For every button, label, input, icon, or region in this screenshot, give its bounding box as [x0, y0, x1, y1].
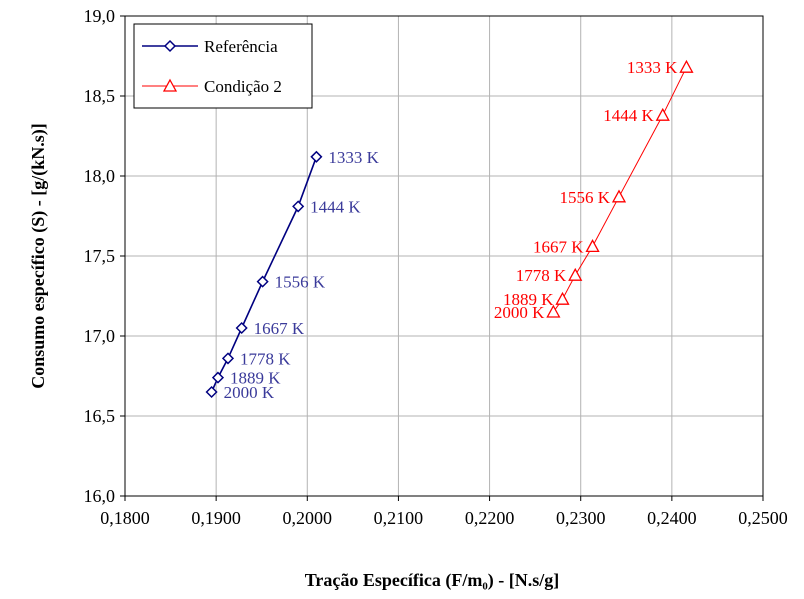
- triangle-marker: [546, 304, 561, 318]
- data-point-label: 1778 K: [516, 266, 567, 285]
- y-tick-label: 19,0: [84, 6, 116, 26]
- data-point-label: 1889 K: [230, 369, 281, 388]
- diamond-marker: [292, 200, 305, 213]
- triangle-marker: [679, 59, 694, 73]
- data-point-label: 1778 K: [240, 349, 291, 368]
- x-tick-label: 0,2200: [465, 508, 515, 528]
- data-point-label: 1333 K: [627, 58, 678, 77]
- legend: Referência Condição 2: [133, 23, 313, 109]
- diamond-marker: [221, 352, 235, 365]
- grid: [124, 15, 764, 497]
- x-tick-label: 0,2100: [374, 508, 424, 528]
- data-point-label: 2000 K: [224, 383, 275, 402]
- y-tick-label: 16,5: [84, 406, 116, 426]
- triangle-marker: [611, 189, 627, 203]
- diamond-marker: [163, 39, 177, 53]
- triangle-marker: [568, 267, 583, 281]
- y-tick-label: 17,0: [84, 326, 116, 346]
- data-point-label: 1667 K: [533, 237, 584, 256]
- legend-box: [133, 23, 313, 109]
- y-tick-label: 18,0: [84, 166, 116, 186]
- diamond-marker: [211, 371, 225, 384]
- diamond-marker: [256, 275, 269, 288]
- diamond-marker: [235, 321, 248, 335]
- x-axis-title: Tração Específica (F/m₀) - [N.s/g]: [305, 570, 560, 591]
- legend-entry-2: Condição 2: [142, 77, 282, 96]
- y-tick-label: 16,0: [84, 486, 116, 506]
- x-tick-label: 0,2000: [283, 508, 333, 528]
- x-tick-label: 0,2400: [647, 508, 697, 528]
- data-point-label: 1444 K: [310, 197, 361, 216]
- y-tick-label: 17,5: [84, 246, 116, 266]
- x-axis: 0,1800 0,1900 0,2000 0,2100 0,2200 0,2300 0,24…: [100, 496, 788, 528]
- data-point-label: 1667 K: [254, 319, 305, 338]
- legend-entry-1: Referência: [142, 37, 278, 56]
- y-axis: 16,0 16,5 17,0 17,5 18,0 18,5 19,0: [84, 6, 125, 506]
- data-point-label: 1444 K: [603, 106, 654, 125]
- data-point-label: 1889 K: [503, 290, 554, 309]
- legend-label: Condição 2: [204, 77, 282, 96]
- diamond-marker: [205, 385, 218, 399]
- diamond-marker: [310, 150, 323, 163]
- data-point-label: 1556 K: [275, 273, 326, 292]
- x-tick-label: 0,1800: [100, 508, 150, 528]
- triangle-marker: [555, 291, 570, 305]
- triangle-marker: [655, 107, 670, 121]
- data-point-label: 1333 K: [328, 148, 379, 167]
- y-tick-label: 18,5: [84, 86, 116, 106]
- y-axis-title: Consumo específico (S) - [g/(kN.s)]: [28, 123, 49, 388]
- legend-label: Referência: [204, 37, 278, 56]
- triangle-marker: [162, 78, 178, 92]
- x-tick-label: 0,1900: [191, 508, 241, 528]
- x-tick-label: 0,2300: [556, 508, 606, 528]
- triangle-marker: [585, 239, 600, 253]
- series-2: 1333 K 1444 K 1556 K 1667 K 1778 K 1889 K2000…: [494, 58, 694, 322]
- x-tick-label: 0,2500: [738, 508, 788, 528]
- data-point-label: 1556 K: [559, 188, 610, 207]
- data-point-label: 2000 K: [494, 303, 545, 322]
